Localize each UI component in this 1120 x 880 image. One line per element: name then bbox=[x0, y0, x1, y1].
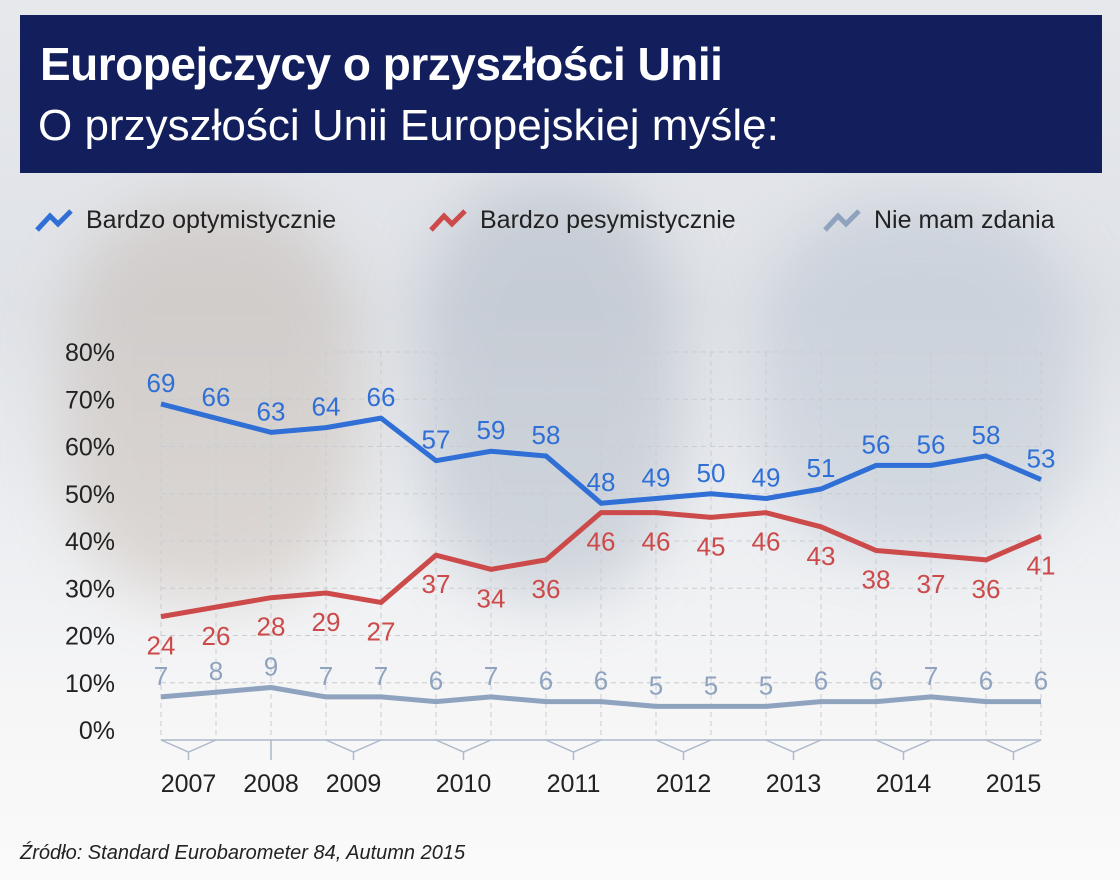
year-bracket bbox=[765, 739, 822, 753]
x-tick-label: 2014 bbox=[876, 770, 932, 798]
data-label: 7 bbox=[484, 661, 498, 691]
data-label: 36 bbox=[532, 574, 561, 604]
y-tick-label: 70% bbox=[65, 386, 115, 414]
data-label: 6 bbox=[1034, 666, 1048, 696]
data-label: 6 bbox=[539, 666, 553, 696]
x-tick-label: 2011 bbox=[547, 770, 601, 798]
x-tick-label: 2015 bbox=[986, 770, 1042, 798]
y-tick-label: 20% bbox=[65, 623, 115, 651]
data-label: 57 bbox=[422, 425, 451, 455]
data-label: 63 bbox=[257, 396, 286, 426]
data-label: 8 bbox=[209, 656, 223, 686]
data-label: 46 bbox=[587, 527, 616, 557]
data-label: 37 bbox=[422, 569, 451, 599]
data-label: 6 bbox=[594, 666, 608, 696]
data-label: 7 bbox=[374, 661, 388, 691]
data-label: 36 bbox=[972, 574, 1001, 604]
data-label: 5 bbox=[704, 670, 718, 700]
legend-label: Bardzo pesymistycznie bbox=[480, 206, 736, 234]
data-label: 64 bbox=[312, 392, 341, 422]
legend-label: Bardzo optymistycznie bbox=[86, 206, 337, 234]
data-label: 5 bbox=[649, 670, 663, 700]
data-label: 41 bbox=[1027, 550, 1056, 580]
x-tick-label: 2013 bbox=[766, 770, 822, 798]
data-label: 59 bbox=[477, 415, 506, 445]
y-tick-label: 40% bbox=[65, 528, 115, 556]
data-label: 9 bbox=[264, 651, 278, 681]
data-label: 58 bbox=[972, 420, 1001, 450]
year-bracket bbox=[655, 739, 712, 753]
series-line-0 bbox=[160, 401, 1042, 506]
year-bracket bbox=[545, 739, 602, 753]
x-tick-label: 2009 bbox=[326, 770, 382, 798]
data-label: 37 bbox=[917, 569, 946, 599]
data-label: 27 bbox=[367, 616, 396, 646]
x-tick-label: 2008 bbox=[243, 770, 299, 798]
y-tick-label: 10% bbox=[65, 670, 115, 698]
data-label: 24 bbox=[147, 631, 176, 661]
data-label: 53 bbox=[1027, 444, 1056, 474]
x-tick-label: 2010 bbox=[436, 770, 492, 798]
data-label: 69 bbox=[147, 368, 176, 398]
data-label: 34 bbox=[477, 583, 506, 613]
data-label: 43 bbox=[807, 541, 836, 571]
chart-subtitle: O przyszłości Unii Europejskiej myślę: bbox=[38, 101, 779, 150]
legend-item-pessimistic: Bardzo pesymistycznie bbox=[428, 206, 736, 235]
y-tick-label: 60% bbox=[65, 434, 115, 462]
data-label: 51 bbox=[807, 453, 836, 483]
legend-line-icon bbox=[823, 208, 861, 232]
chart-title: Europejczycy o przyszłości Unii bbox=[40, 38, 723, 90]
legend-line-icon bbox=[429, 208, 467, 232]
data-label: 46 bbox=[752, 527, 781, 557]
title-banner: Europejczycy o przyszłości Unii O przysz… bbox=[20, 15, 1102, 173]
year-bracket bbox=[875, 739, 932, 753]
data-label: 50 bbox=[697, 458, 726, 488]
data-label: 66 bbox=[367, 382, 396, 412]
data-label: 49 bbox=[752, 462, 781, 492]
y-tick-label: 80% bbox=[65, 339, 115, 367]
y-tick-label: 50% bbox=[65, 481, 115, 509]
data-label: 6 bbox=[979, 666, 993, 696]
year-bracket bbox=[325, 739, 382, 753]
data-label: 66 bbox=[202, 382, 231, 412]
data-label: 49 bbox=[642, 462, 671, 492]
series-line-1 bbox=[160, 510, 1042, 620]
legend-line-icon bbox=[35, 208, 73, 232]
data-label: 26 bbox=[202, 621, 231, 651]
data-label: 45 bbox=[697, 531, 726, 561]
legend-label: Nie mam zdania bbox=[874, 206, 1055, 234]
data-label: 58 bbox=[532, 420, 561, 450]
data-label: 56 bbox=[917, 429, 946, 459]
data-label: 6 bbox=[869, 666, 883, 696]
x-tick-label: 2012 bbox=[656, 770, 712, 798]
data-label: 7 bbox=[319, 661, 333, 691]
data-label: 48 bbox=[587, 467, 616, 497]
data-label: 6 bbox=[429, 666, 443, 696]
data-label: 5 bbox=[759, 670, 773, 700]
data-label: 56 bbox=[862, 429, 891, 459]
x-tick-label: 2007 bbox=[161, 770, 217, 798]
year-bracket bbox=[160, 739, 217, 753]
y-tick-label: 0% bbox=[79, 717, 115, 745]
y-tick-label: 30% bbox=[65, 575, 115, 603]
year-bracket bbox=[985, 739, 1042, 753]
legend-item-no-opinion: Nie mam zdania bbox=[822, 206, 1055, 235]
data-label: 6 bbox=[814, 666, 828, 696]
legend-item-optimistic: Bardzo optymistycznie bbox=[34, 206, 336, 235]
source-note: Źródło: Standard Eurobarometer 84, Autum… bbox=[20, 842, 466, 864]
data-label: 38 bbox=[862, 564, 891, 594]
series-line-2 bbox=[160, 684, 1041, 709]
year-bracket bbox=[435, 739, 492, 753]
data-label: 46 bbox=[642, 527, 671, 557]
data-label: 28 bbox=[257, 612, 286, 642]
data-label: 7 bbox=[154, 661, 168, 691]
data-label: 7 bbox=[924, 661, 938, 691]
data-label: 29 bbox=[312, 607, 341, 637]
